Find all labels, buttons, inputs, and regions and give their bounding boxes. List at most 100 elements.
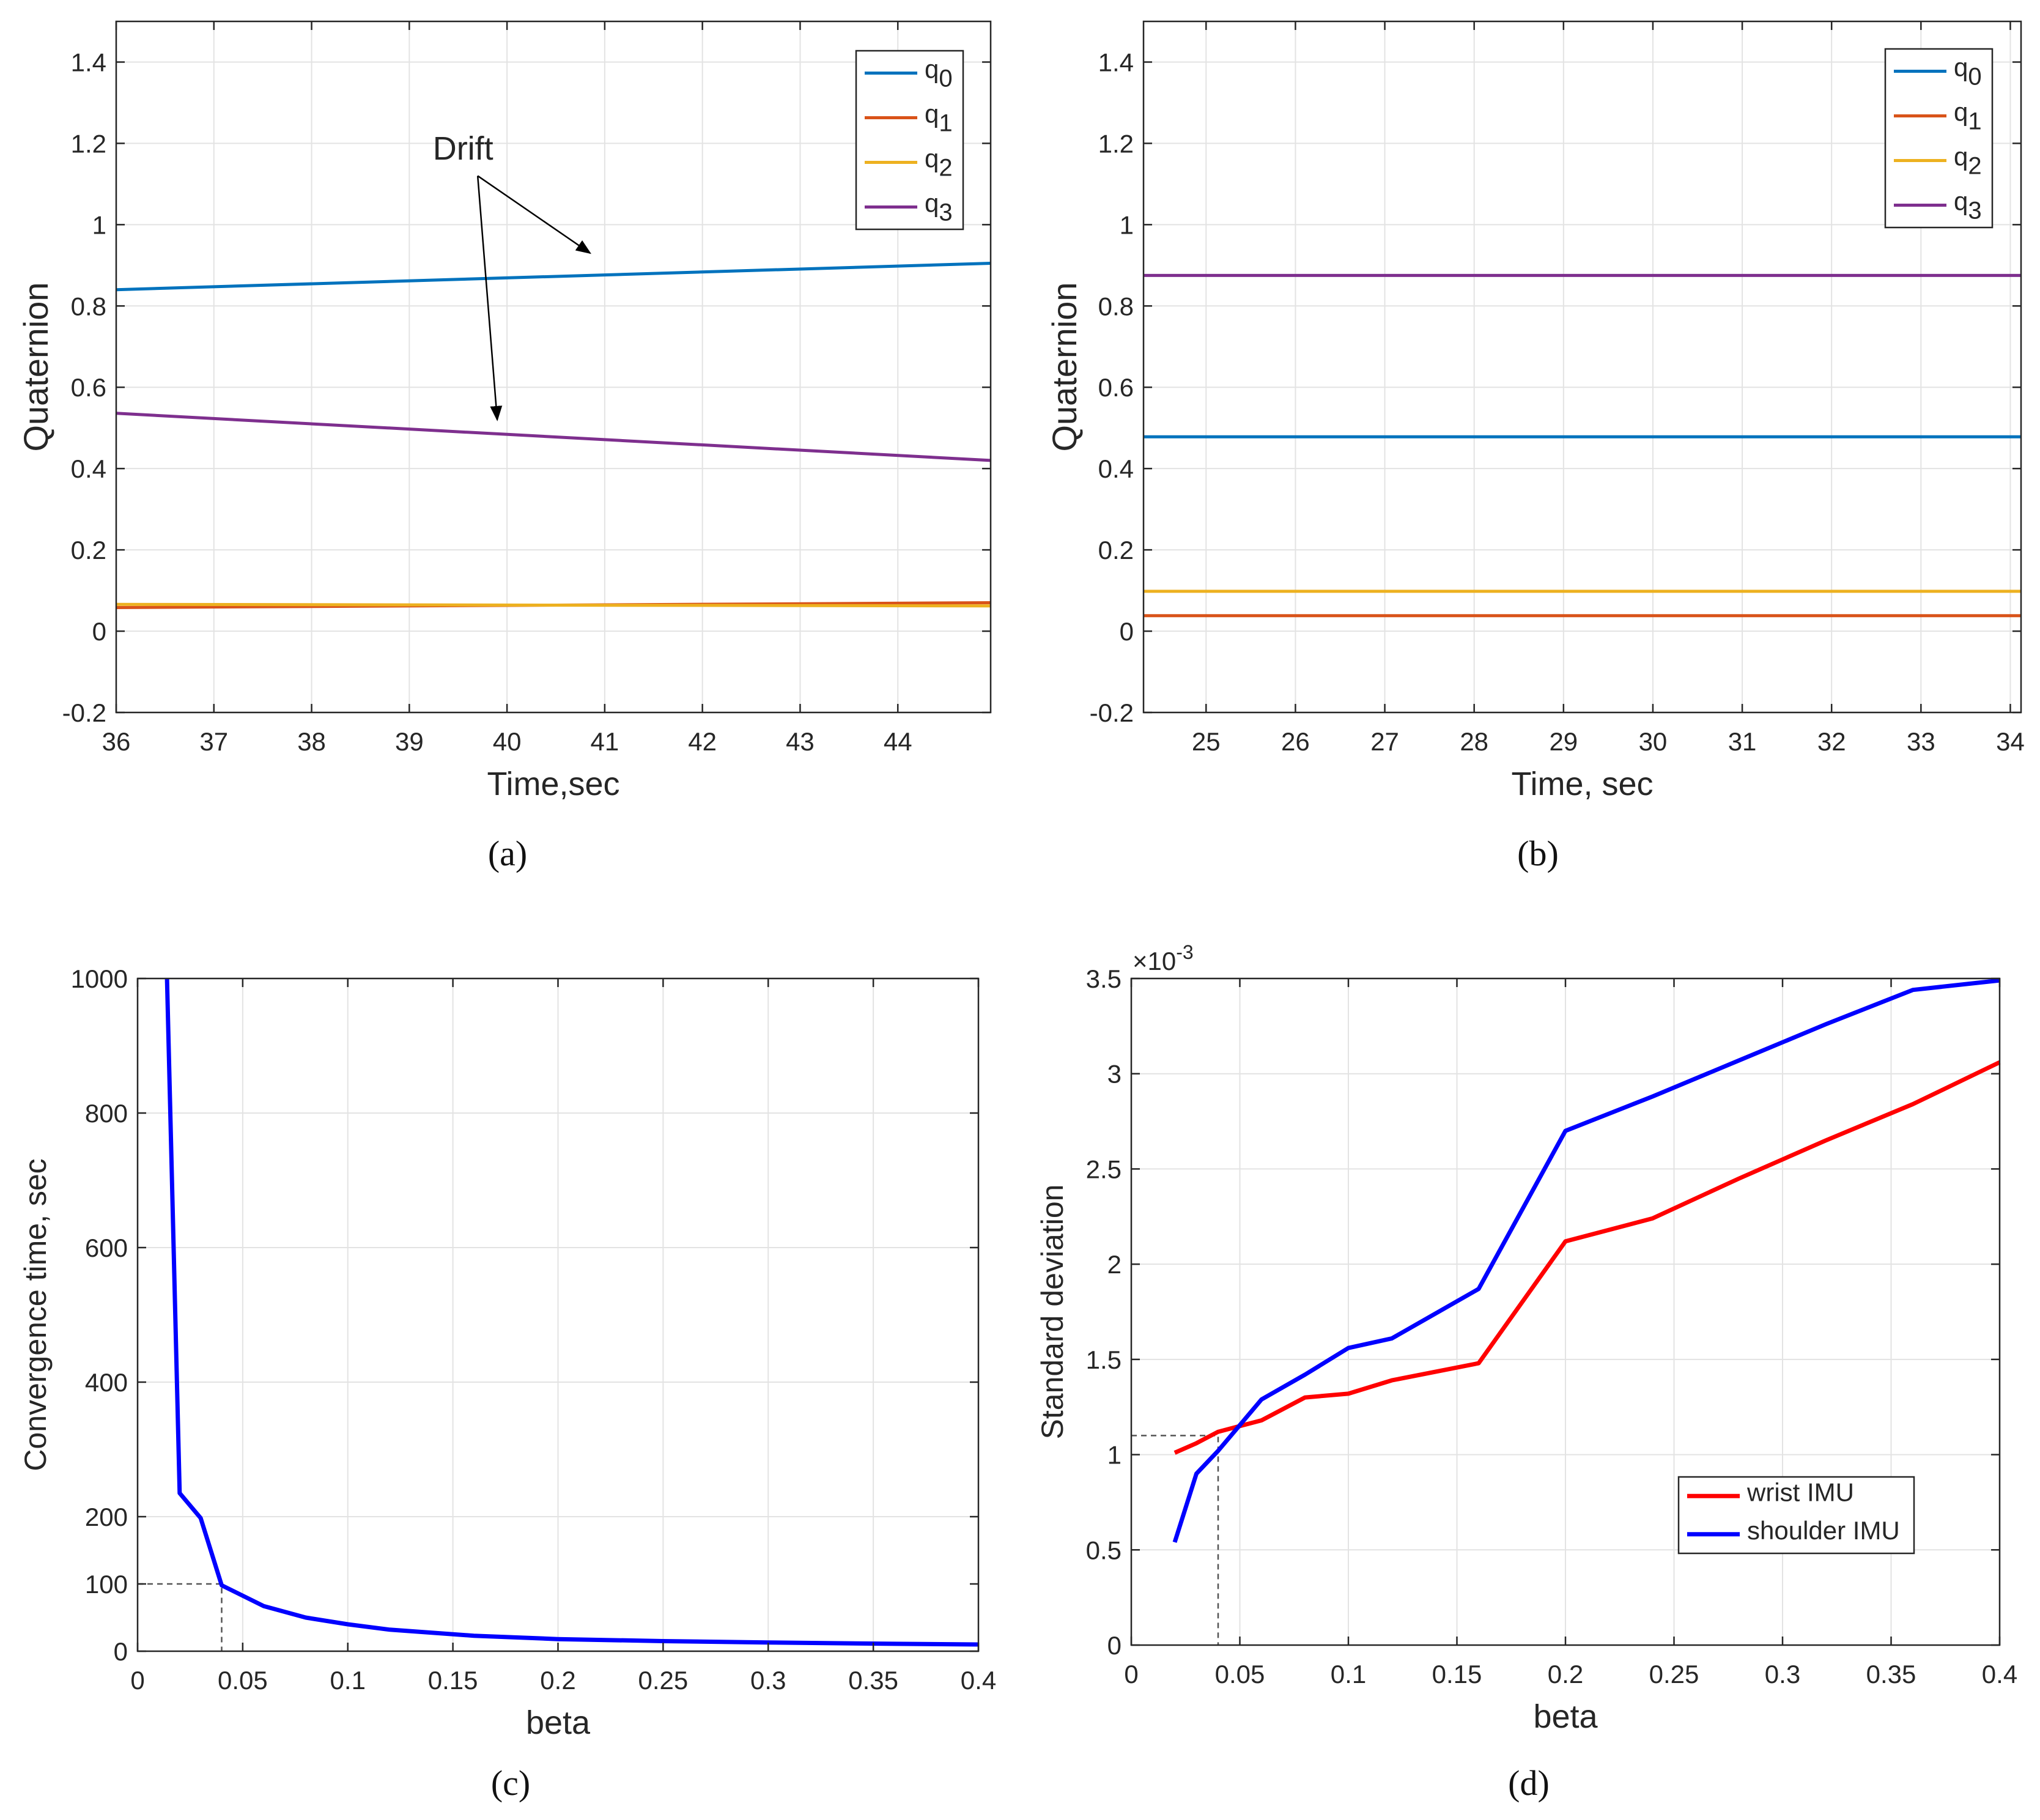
legend-entry: q1 <box>1954 98 1982 135</box>
y-tick-label: -0.2 <box>1090 698 1134 727</box>
x-tick-label: 0.1 <box>1331 1660 1366 1689</box>
caption-d: (d) <box>1508 1763 1550 1803</box>
x-tick-label: 38 <box>297 727 326 756</box>
x-tick-label: 0.05 <box>1215 1660 1265 1689</box>
x-tick-label: 39 <box>395 727 424 756</box>
caption-a: (a) <box>488 834 527 873</box>
y-tick-label: 0.6 <box>1098 373 1134 402</box>
panel-a-quaternion-drift: 36 37 38 39 40 41 42 43 44 -0.2 0 0.2 0.4 0.6 0.8 1 1.2 1… <box>17 20 992 802</box>
x-tick-label: 0.35 <box>1866 1660 1916 1689</box>
y-tick-label: 0.8 <box>1098 292 1134 320</box>
x-tick-label: 0.15 <box>428 1666 478 1695</box>
y-tick-label: 0 <box>114 1637 128 1666</box>
x-tick-label: 36 <box>102 727 131 756</box>
legend-entry: q3 <box>1954 187 1982 224</box>
y-tick-label: 0.2 <box>71 536 106 564</box>
x-tick-label: 0.25 <box>638 1666 689 1695</box>
axes-box <box>1142 20 2022 714</box>
legend-entry: q0 <box>925 55 953 92</box>
y-tick-label: 1.4 <box>71 48 106 76</box>
y-tick-label: 1 <box>1120 210 1134 239</box>
y-tick-label: 1.4 <box>1098 48 1134 76</box>
x-tick-label: 30 <box>1639 727 1668 756</box>
y-tick-label: 1000 <box>71 964 128 993</box>
drift-arrow <box>477 175 591 254</box>
series-line-q2 <box>116 602 991 608</box>
legend-box <box>1884 48 1994 229</box>
y-tick-label: 3.5 <box>1086 964 1122 993</box>
x-tick-label: 41 <box>591 727 619 756</box>
y-tick-label: 1.2 <box>1098 129 1134 158</box>
panel-b-quaternion-stable: 25 26 27 28 29 30 31 32 33 34 -0.2 0 0.2 0.4 0.6 0.8 1 1.… <box>1045 20 2025 802</box>
x-axis-label: beta <box>526 1704 591 1741</box>
y-tick-label: 0.4 <box>71 454 106 483</box>
caption-c: (c) <box>491 1763 530 1803</box>
y-tick-label: 100 <box>85 1570 128 1599</box>
y-tick-label: 1.2 <box>71 129 106 158</box>
x-tick-label: 0.35 <box>848 1666 898 1695</box>
legend-box <box>1677 1476 1915 1555</box>
x-tick-label: 32 <box>1817 727 1846 756</box>
y-tick-label: 0.8 <box>71 292 106 320</box>
panel-d-standard-deviation: 0 0.05 0.1 0.15 0.2 0.25 0.3 0.35 0.4 0 0.5 1 1.5 2 2.… <box>1035 941 2017 1735</box>
x-axis-label: Time,sec <box>487 766 619 802</box>
x-tick-label: 0.4 <box>1982 1660 2017 1689</box>
x-tick-label: 43 <box>786 727 815 756</box>
legend-box <box>855 50 964 231</box>
y-tick-label: 200 <box>85 1503 128 1531</box>
x-tick-label: 0 <box>1124 1660 1138 1689</box>
x-tick-label: 0.3 <box>750 1666 786 1695</box>
x-tick-label: 0.2 <box>1548 1660 1583 1689</box>
reference-dashed-line <box>138 1583 223 1651</box>
plot-area <box>116 21 991 712</box>
y-tick-label: 400 <box>85 1368 128 1397</box>
x-tick-label: 25 <box>1192 727 1221 756</box>
x-tick-label: 31 <box>1728 727 1757 756</box>
panel-c-convergence-time: 0 0.05 0.1 0.15 0.2 0.25 0.3 0.35 0.4 0 100 200 400 6… <box>18 964 996 1741</box>
legend-entry: q2 <box>1954 142 1982 180</box>
y-tick-label: 1 <box>92 210 106 239</box>
y-tick-label: 0 <box>92 617 106 646</box>
plot-area <box>1144 21 2021 712</box>
legend-entry: q3 <box>925 189 953 226</box>
axes-box <box>115 20 992 714</box>
x-tick-label: 0 <box>130 1666 144 1695</box>
x-tick-label: 44 <box>884 727 912 756</box>
x-tick-label: 27 <box>1370 727 1399 756</box>
caption-b: (b) <box>1517 834 1559 873</box>
x-axis-label: Time, sec <box>1511 766 1653 802</box>
x-tick-label: 29 <box>1549 727 1578 756</box>
x-tick-label: 0.1 <box>330 1666 366 1695</box>
series-line-convergence <box>164 978 979 1647</box>
drift-annotation-text: Drift <box>433 130 493 167</box>
x-tick-label: 0.4 <box>961 1666 996 1695</box>
legend-entry: q2 <box>925 144 953 182</box>
y-tick-label: 0.6 <box>71 373 106 402</box>
y-axis-label: Standard deviation <box>1035 1185 1070 1440</box>
x-tick-label: 0.2 <box>540 1666 575 1695</box>
x-tick-label: 34 <box>1996 727 2025 756</box>
y-tick-label: 0.4 <box>1098 454 1134 483</box>
series-line-q3 <box>116 412 991 462</box>
drift-arrow <box>476 176 503 421</box>
y-tick-label: 3 <box>1107 1060 1122 1089</box>
legend-entry: wrist IMU <box>1746 1478 1854 1506</box>
y-tick-label: 0 <box>1107 1631 1122 1660</box>
y-tick-label: 0 <box>1120 617 1134 646</box>
y-tick-label: 600 <box>85 1234 128 1262</box>
reference-dashed-line <box>1131 1435 1219 1645</box>
y-tick-label: 800 <box>85 1099 128 1128</box>
x-tick-label: 26 <box>1281 727 1310 756</box>
y-tick-label: 0.5 <box>1086 1536 1122 1564</box>
y-tick-label: 1 <box>1107 1441 1122 1470</box>
x-tick-label: 37 <box>199 727 228 756</box>
legend-entry: q1 <box>925 100 953 137</box>
x-tick-label: 28 <box>1460 727 1488 756</box>
x-axis-label: beta <box>1533 1698 1598 1735</box>
y-tick-label: 2.5 <box>1086 1155 1122 1183</box>
y-tick-label: 2 <box>1107 1250 1122 1279</box>
x-tick-label: 40 <box>493 727 522 756</box>
x-tick-label: 33 <box>1907 727 1935 756</box>
series-line-shoulder-imu <box>1172 978 2000 1543</box>
